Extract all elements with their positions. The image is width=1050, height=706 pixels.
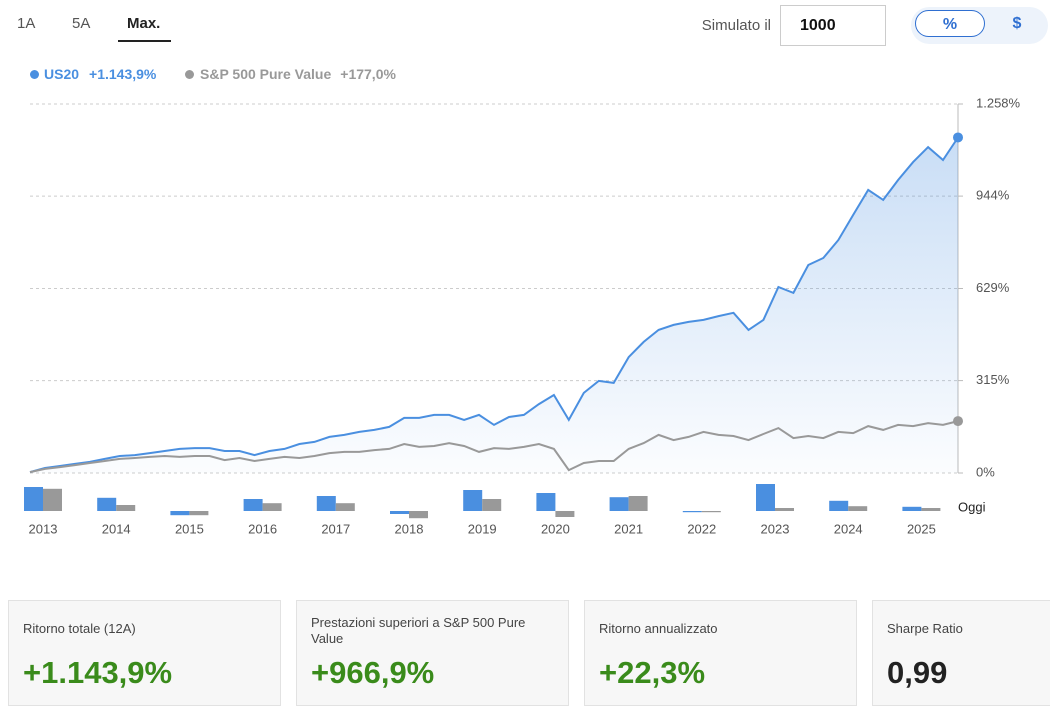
x-tick-label: 2018 bbox=[395, 521, 424, 536]
stat-card: Sharpe Ratio 0,99 bbox=[872, 600, 1050, 706]
legend-name: S&P 500 Pure Value bbox=[200, 66, 332, 82]
bar bbox=[97, 497, 117, 511]
y-tick-label: 1.258% bbox=[976, 95, 1021, 110]
x-tick-label: 2024 bbox=[834, 521, 863, 536]
y-tick-label: 944% bbox=[976, 188, 1010, 203]
stat-label: Prestazioni superiori a S&P 500 Pure Val… bbox=[311, 615, 526, 646]
bar bbox=[555, 511, 575, 517]
chart: Oggi 0% 315% 629% 944% 1.258% 2013 2014 2015 201… bbox=[24, 95, 1021, 536]
x-tick-label: 2016 bbox=[248, 521, 277, 536]
bar bbox=[536, 493, 556, 511]
bar bbox=[243, 499, 263, 511]
stat-label: Ritorno totale (12A) bbox=[23, 621, 136, 636]
area bbox=[30, 137, 958, 473]
legend-item: US20 +1.143,9% bbox=[30, 66, 156, 82]
x-tick-label: 2019 bbox=[468, 521, 497, 536]
x-tick-label: 2013 bbox=[29, 521, 58, 536]
unit-option[interactable]: $ bbox=[1012, 15, 1022, 32]
amount-input[interactable]: 1000 bbox=[780, 5, 886, 46]
stat-value: 0,99 bbox=[887, 655, 948, 690]
x-tick-label: 2014 bbox=[102, 521, 131, 536]
x-tick-label: 2022 bbox=[687, 521, 716, 536]
bar bbox=[775, 508, 794, 511]
stat-card: Ritorno annualizzato +22,3% bbox=[584, 600, 857, 706]
legend-dot bbox=[30, 69, 39, 79]
simulate-label: Simulato il bbox=[701, 17, 771, 34]
stat-value: +966,9% bbox=[311, 655, 435, 690]
unit-option[interactable]: % bbox=[915, 10, 985, 37]
unit-toggle: % $ bbox=[911, 7, 1048, 44]
bar bbox=[682, 511, 702, 513]
bar bbox=[262, 503, 282, 511]
legend-total: +1.143,9% bbox=[89, 66, 157, 82]
end-dot bbox=[953, 132, 963, 143]
bar bbox=[189, 511, 209, 516]
bar bbox=[43, 488, 62, 511]
bar bbox=[921, 508, 941, 511]
line bbox=[29, 136, 959, 474]
period-tab[interactable]: 1A bbox=[17, 15, 36, 32]
legend-item: S&P 500 Pure Value +177,0% bbox=[185, 66, 396, 82]
y-tick-label: 629% bbox=[976, 280, 1010, 295]
x-tick-label: 2015 bbox=[175, 521, 204, 536]
x-tick-label: 2020 bbox=[541, 521, 570, 536]
x-tick-label: 2023 bbox=[761, 521, 790, 536]
stat-value: +22,3% bbox=[599, 655, 706, 690]
bar bbox=[701, 511, 721, 513]
period-tab[interactable]: 5A bbox=[72, 15, 91, 32]
bar bbox=[316, 496, 336, 511]
bar bbox=[170, 511, 190, 516]
x-tick-label: 2017 bbox=[321, 521, 350, 536]
bar bbox=[756, 484, 775, 511]
bar bbox=[902, 506, 922, 511]
x-tick-label: 2021 bbox=[614, 521, 643, 536]
bar bbox=[409, 511, 428, 519]
bar bbox=[335, 503, 355, 511]
bar bbox=[116, 505, 136, 511]
line bbox=[29, 420, 959, 474]
stat-value: +1.143,9% bbox=[23, 655, 173, 690]
y-tick-label: 315% bbox=[976, 372, 1010, 387]
active-tab-underline bbox=[118, 40, 171, 42]
legend-name: US20 bbox=[44, 66, 80, 82]
bar bbox=[628, 496, 648, 511]
stat-card: Prestazioni superiori a S&P 500 Pure Val… bbox=[296, 600, 569, 706]
x-tick-label: 2025 bbox=[907, 521, 936, 536]
stat-card: Ritorno totale (12A) +1.143,9% bbox=[8, 600, 281, 706]
legend-dot bbox=[185, 69, 194, 79]
bar bbox=[463, 490, 483, 511]
stat-label: Ritorno annualizzato bbox=[599, 621, 718, 636]
today-label: Oggi bbox=[958, 499, 986, 514]
end-dot bbox=[953, 416, 963, 427]
stat-label: Sharpe Ratio bbox=[887, 621, 963, 636]
bar bbox=[609, 497, 629, 511]
bar bbox=[482, 499, 502, 511]
legend-total: +177,0% bbox=[340, 66, 396, 82]
bar bbox=[390, 511, 409, 514]
bar bbox=[24, 487, 43, 511]
period-tab[interactable]: Max. bbox=[127, 15, 161, 32]
bar bbox=[829, 500, 849, 511]
bar bbox=[848, 506, 868, 511]
y-tick-label: 0% bbox=[976, 464, 995, 479]
